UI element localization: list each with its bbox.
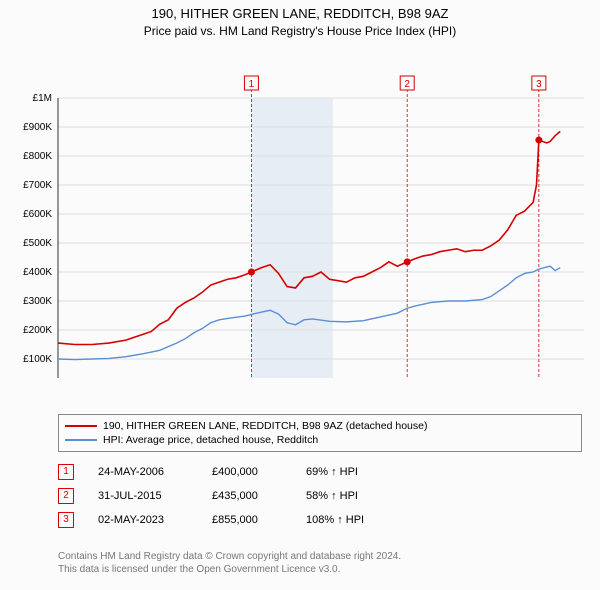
- chart-titles: 190, HITHER GREEN LANE, REDDITCH, B98 9A…: [0, 0, 600, 38]
- svg-text:2: 2: [404, 79, 410, 90]
- chart-svg: £0£100K£200K£300K£400K£500K£600K£700K£80…: [0, 38, 600, 378]
- svg-text:3: 3: [536, 79, 542, 90]
- svg-text:£800K: £800K: [23, 151, 52, 162]
- legend: 190, HITHER GREEN LANE, REDDITCH, B98 9A…: [58, 414, 582, 452]
- svg-text:£100K: £100K: [23, 354, 52, 365]
- chart-subtitle: Price paid vs. HM Land Registry's House …: [0, 24, 600, 38]
- event-diff: 58% ↑ HPI: [306, 490, 358, 502]
- svg-text:1: 1: [249, 79, 255, 90]
- event-diff: 108% ↑ HPI: [306, 514, 364, 526]
- footer-line-1: Contains HM Land Registry data © Crown c…: [58, 550, 401, 563]
- legend-row: HPI: Average price, detached house, Redd…: [65, 433, 575, 447]
- legend-label: 190, HITHER GREEN LANE, REDDITCH, B98 9A…: [103, 420, 427, 432]
- event-diff: 69% ↑ HPI: [306, 466, 358, 478]
- svg-text:£500K: £500K: [23, 238, 52, 249]
- chart-container: 190, HITHER GREEN LANE, REDDITCH, B98 9A…: [0, 0, 600, 590]
- event-price: £855,000: [212, 514, 282, 526]
- svg-text:£300K: £300K: [23, 296, 52, 307]
- footer-attribution: Contains HM Land Registry data © Crown c…: [58, 550, 401, 576]
- events-table: 1 24-MAY-2006 £400,000 69% ↑ HPI 2 31-JUL-201…: [58, 460, 364, 532]
- event-price: £400,000: [212, 466, 282, 478]
- legend-label: HPI: Average price, detached house, Redd…: [103, 434, 318, 446]
- event-price: £435,000: [212, 490, 282, 502]
- legend-swatch: [65, 439, 97, 441]
- event-row: 2 31-JUL-2015 £435,000 58% ↑ HPI: [58, 484, 364, 508]
- svg-text:£400K: £400K: [23, 267, 52, 278]
- legend-swatch: [65, 425, 97, 427]
- event-date: 31-JUL-2015: [98, 490, 188, 502]
- footer-line-2: This data is licensed under the Open Gov…: [58, 563, 401, 576]
- svg-text:£700K: £700K: [23, 180, 52, 191]
- legend-row: 190, HITHER GREEN LANE, REDDITCH, B98 9A…: [65, 419, 575, 433]
- event-date: 02-MAY-2023: [98, 514, 188, 526]
- event-row: 1 24-MAY-2006 £400,000 69% ↑ HPI: [58, 460, 364, 484]
- svg-text:£900K: £900K: [23, 122, 52, 133]
- svg-text:£200K: £200K: [23, 325, 52, 336]
- event-badge: 3: [58, 512, 74, 528]
- event-date: 24-MAY-2006: [98, 466, 188, 478]
- event-badge: 1: [58, 464, 74, 480]
- svg-text:£600K: £600K: [23, 209, 52, 220]
- event-badge: 2: [58, 488, 74, 504]
- svg-text:£1M: £1M: [33, 93, 52, 104]
- event-row: 3 02-MAY-2023 £855,000 108% ↑ HPI: [58, 508, 364, 532]
- chart-title: 190, HITHER GREEN LANE, REDDITCH, B98 9A…: [0, 6, 600, 21]
